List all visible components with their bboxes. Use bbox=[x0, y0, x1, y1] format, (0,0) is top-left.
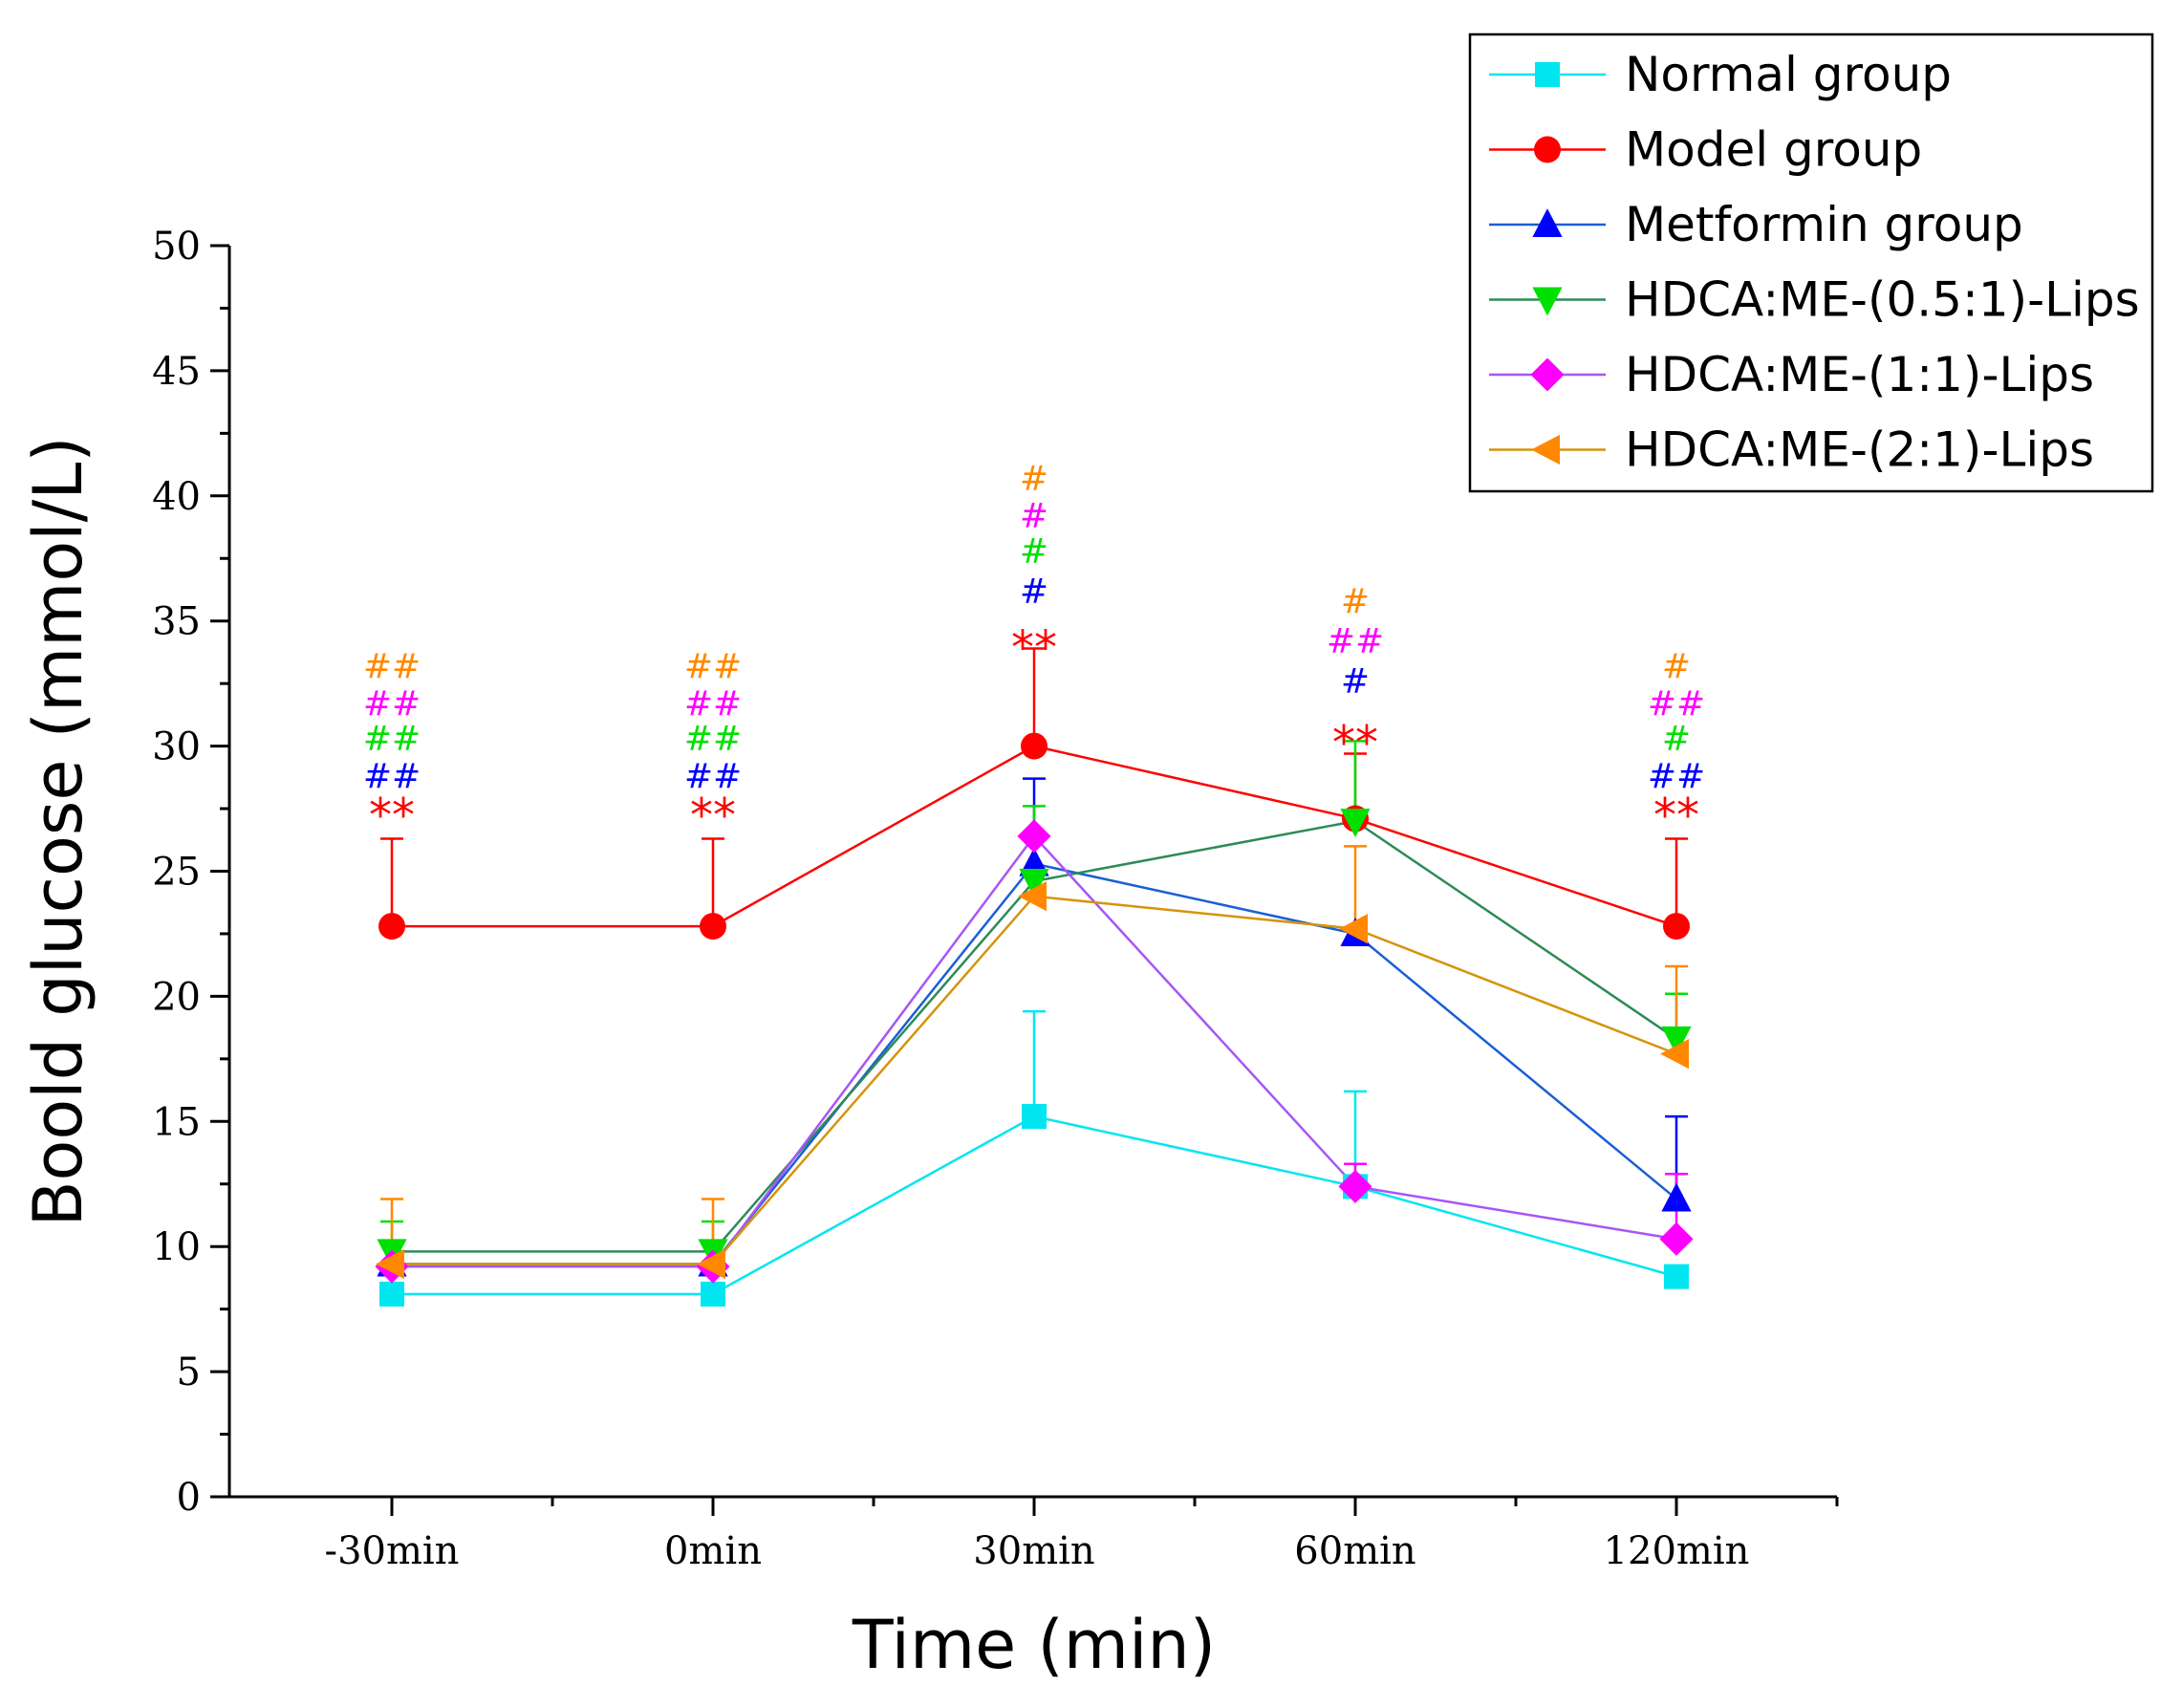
significance-hash: # bbox=[1020, 572, 1048, 611]
x-tick-label: 60min bbox=[1294, 1529, 1415, 1573]
point-model-group bbox=[1021, 732, 1048, 760]
point-hdca-me-2-1-lips bbox=[1339, 914, 1368, 944]
legend-marker-hdca-me-0-5-1-lips bbox=[1532, 287, 1563, 316]
point-hdca-me-1-1-lips bbox=[1659, 1222, 1694, 1256]
significance-hash: # bbox=[1341, 662, 1370, 702]
point-hdca-me-0-5-1-lips bbox=[1661, 1026, 1692, 1055]
point-hdca-me-2-1-lips bbox=[1660, 1039, 1689, 1070]
y-tick-label: 30 bbox=[152, 725, 201, 769]
legend-marker-normal-group bbox=[1535, 62, 1560, 87]
significance-hash: # bbox=[1662, 720, 1691, 759]
x-tick-label: -30min bbox=[325, 1529, 460, 1573]
significance-hash: ## bbox=[363, 684, 421, 724]
point-normal-group bbox=[1022, 1104, 1047, 1130]
x-axis-title: Time (min) bbox=[852, 1606, 1216, 1684]
point-hdca-me-2-1-lips bbox=[376, 1248, 404, 1280]
point-hdca-me-0-5-1-lips bbox=[1019, 868, 1049, 897]
y-tick-label: 40 bbox=[152, 475, 201, 519]
legend-label-hdca-me-2-1-lips: HDCA:ME-(2:1)-Lips bbox=[1625, 422, 2094, 478]
x-tick-label: 30min bbox=[973, 1529, 1094, 1573]
y-tick-label: 5 bbox=[177, 1351, 201, 1395]
legend-marker-model-group bbox=[1534, 136, 1561, 163]
significance-annotations: **########**######## **####**####**###### bbox=[363, 459, 1705, 842]
legend: Normal group Model group Metformin group HD… bbox=[1468, 32, 2154, 493]
significance-hash: ## bbox=[1648, 684, 1705, 724]
significance-hash: ## bbox=[1648, 757, 1705, 796]
significance-hash: ## bbox=[363, 757, 421, 796]
series-markers bbox=[375, 732, 1694, 1307]
y-tick-label: 50 bbox=[152, 225, 201, 269]
point-model-group bbox=[700, 913, 726, 940]
legend-label-normal-group: Normal group bbox=[1625, 47, 1952, 102]
y-axis-title: Boold glucose (mmol/L) bbox=[19, 436, 97, 1226]
significance-hash: # bbox=[1020, 497, 1048, 536]
x-tick-label: 120min bbox=[1604, 1529, 1750, 1573]
x-tick-label: 0min bbox=[664, 1529, 762, 1573]
point-normal-group bbox=[1664, 1264, 1689, 1289]
significance-hash: ## bbox=[684, 684, 742, 724]
significance-hash: ## bbox=[363, 720, 421, 759]
significance-hash: # bbox=[1341, 582, 1370, 621]
point-model-group bbox=[1663, 913, 1690, 940]
legend-marker-metformin-group bbox=[1532, 208, 1563, 237]
point-normal-group bbox=[701, 1281, 725, 1307]
significance-hash: # bbox=[1662, 647, 1691, 686]
significance-star: ** bbox=[1011, 621, 1057, 675]
y-tick-label: 10 bbox=[152, 1225, 201, 1269]
legend-label-hdca-me-1-1-lips: HDCA:ME-(1:1)-Lips bbox=[1625, 347, 2094, 402]
y-tick-label: 0 bbox=[177, 1476, 201, 1520]
significance-hash: # bbox=[1020, 459, 1048, 498]
significance-hash: ## bbox=[684, 647, 742, 686]
significance-hash: # bbox=[1020, 531, 1048, 571]
point-hdca-me-1-1-lips bbox=[1338, 1169, 1372, 1203]
y-tick-label: 35 bbox=[152, 600, 201, 644]
point-hdca-me-0-5-1-lips bbox=[1340, 809, 1371, 838]
significance-hash: ## bbox=[684, 757, 742, 796]
legend-label-model-group: Model group bbox=[1625, 122, 1922, 178]
y-tick-label: 25 bbox=[152, 851, 201, 895]
legend-label-hdca-me-0-5-1-lips: HDCA:ME-(0.5:1)-Lips bbox=[1625, 272, 2140, 328]
significance-hash: ## bbox=[363, 647, 421, 686]
y-tick-label: 20 bbox=[152, 975, 201, 1019]
y-tick-label: 45 bbox=[152, 350, 201, 394]
significance-star: ** bbox=[1332, 717, 1378, 770]
point-normal-group bbox=[379, 1281, 404, 1307]
significance-hash: ## bbox=[1327, 622, 1384, 661]
legend-label-metformin-group: Metformin group bbox=[1625, 197, 2023, 252]
significance-star: ** bbox=[690, 789, 736, 842]
legend-marker-hdca-me-1-1-lips bbox=[1530, 357, 1565, 392]
significance-hash: ## bbox=[684, 720, 742, 759]
legend-box bbox=[1468, 32, 2154, 493]
axes: 0 5 10 15 20 25 30 35 40 45 50 -30min 0min 30min 60min… bbox=[152, 225, 1839, 1573]
significance-star: ** bbox=[1653, 789, 1699, 842]
point-hdca-me-1-1-lips bbox=[1017, 819, 1051, 854]
point-hdca-me-2-1-lips bbox=[1018, 881, 1047, 912]
significance-star: ** bbox=[369, 789, 415, 842]
point-hdca-me-2-1-lips bbox=[697, 1248, 725, 1280]
point-model-group bbox=[378, 913, 405, 940]
legend-marker-hdca-me-2-1-lips bbox=[1531, 434, 1560, 465]
point-metformin-group bbox=[1661, 1182, 1692, 1212]
y-tick-label: 15 bbox=[152, 1100, 201, 1144]
